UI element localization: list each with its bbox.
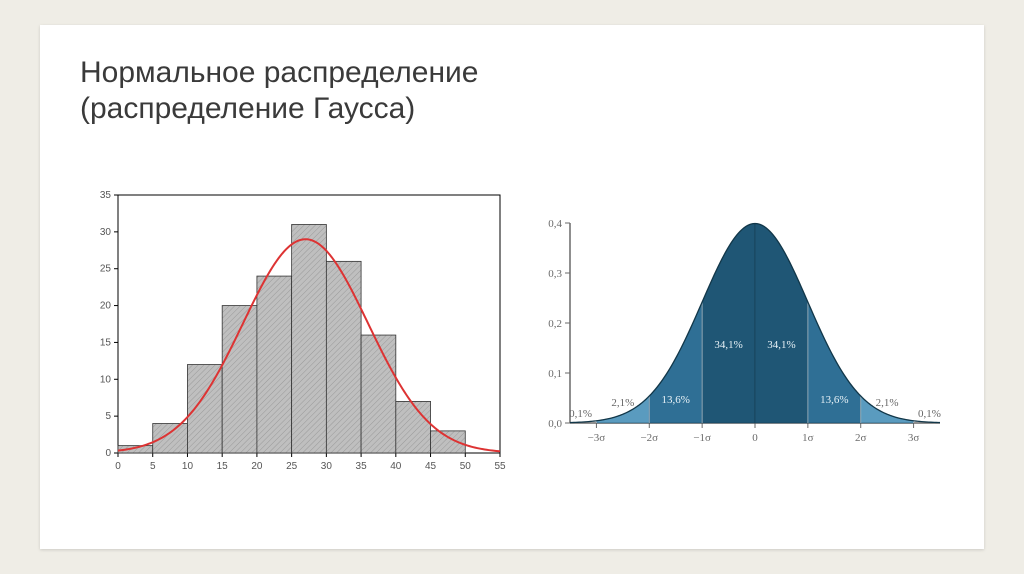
- svg-text:0,1%: 0,1%: [918, 408, 941, 420]
- svg-text:0,1%: 0,1%: [569, 408, 592, 420]
- svg-text:34,1%: 34,1%: [714, 339, 742, 351]
- svg-text:0,2: 0,2: [548, 318, 562, 330]
- svg-text:20: 20: [251, 461, 263, 472]
- svg-text:0,4: 0,4: [548, 218, 562, 230]
- svg-text:45: 45: [425, 461, 437, 472]
- svg-text:25: 25: [286, 461, 298, 472]
- svg-text:2σ: 2σ: [855, 432, 867, 444]
- title-line2: (распределение Гаусса): [80, 92, 415, 125]
- svg-text:50: 50: [460, 461, 472, 472]
- svg-text:5: 5: [150, 461, 156, 472]
- svg-text:35: 35: [356, 461, 368, 472]
- svg-text:35: 35: [100, 190, 112, 201]
- svg-text:15: 15: [100, 337, 112, 348]
- slide-title: Нормальное распределение (распределение …: [80, 55, 944, 127]
- svg-text:1σ: 1σ: [802, 432, 814, 444]
- svg-text:5: 5: [105, 411, 111, 422]
- histogram-chart: 0 5 10 15 20 25 30 35 0 5 10 15 20 25 30 35 40 45 50 55: [80, 183, 510, 483]
- svg-text:30: 30: [100, 227, 112, 238]
- svg-text:55: 55: [494, 461, 506, 472]
- svg-text:40: 40: [390, 461, 402, 472]
- svg-text:34,1%: 34,1%: [767, 339, 795, 351]
- svg-text:2,1%: 2,1%: [611, 397, 634, 409]
- title-line1: Нормальное распределение: [80, 56, 478, 89]
- svg-text:−2σ: −2σ: [640, 432, 658, 444]
- svg-text:0: 0: [115, 461, 121, 472]
- svg-text:2,1%: 2,1%: [876, 397, 899, 409]
- charts-row: 0 5 10 15 20 25 30 35 0 5 10 15 20 25 30 35 40 45 50 55 0,0…: [80, 137, 944, 529]
- svg-text:20: 20: [100, 301, 112, 312]
- slide-frame: Нормальное распределение (распределение …: [40, 25, 984, 549]
- svg-text:0,0: 0,0: [548, 418, 562, 430]
- svg-text:0,3: 0,3: [548, 268, 562, 280]
- svg-text:0,1: 0,1: [548, 368, 562, 380]
- svg-text:13,6%: 13,6%: [820, 394, 848, 406]
- svg-text:25: 25: [100, 264, 112, 275]
- svg-text:15: 15: [217, 461, 229, 472]
- svg-text:0: 0: [752, 432, 758, 444]
- svg-text:30: 30: [321, 461, 333, 472]
- svg-text:10: 10: [182, 461, 194, 472]
- svg-text:−1σ: −1σ: [693, 432, 711, 444]
- svg-text:0: 0: [105, 448, 111, 459]
- svg-text:3σ: 3σ: [908, 432, 920, 444]
- svg-text:10: 10: [100, 374, 112, 385]
- svg-text:−3σ: −3σ: [588, 432, 606, 444]
- pdf-chart: 0,0 0,1 0,2 0,3 0,4 −3σ −2σ −1σ 0 1σ 2σ 3σ 2,1% 13,6%…: [530, 213, 950, 453]
- svg-text:13,6%: 13,6%: [662, 394, 690, 406]
